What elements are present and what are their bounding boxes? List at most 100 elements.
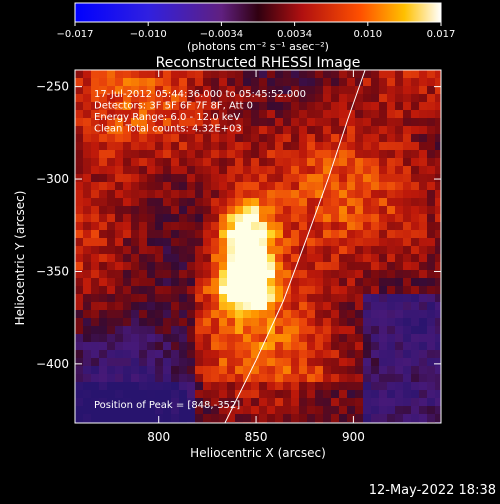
heatmap-cell [219,318,228,327]
heatmap-cell [243,142,252,151]
heatmap-cell [355,414,364,423]
heatmap-cell [331,166,340,175]
heatmap-cell [107,238,116,247]
heatmap-cell [307,262,316,271]
heatmap-cell [163,166,172,175]
heatmap-cell [187,110,196,119]
heatmap-cell [307,366,316,375]
heatmap-cell [283,334,292,343]
heatmap-cell [323,326,332,335]
heatmap-cell [83,238,92,247]
heatmap-cell [315,270,324,279]
heatmap-cell [419,190,428,199]
heatmap-cell [243,86,252,95]
heatmap-cell [347,326,356,335]
heatmap-cell [291,134,300,143]
x-axis-label: Heliocentric X (arcsec) [190,446,326,460]
heatmap-cell [275,406,284,415]
heatmap-cell [347,390,356,399]
heatmap-cell [171,374,180,383]
heatmap-cell [379,302,388,311]
heatmap-cell [267,222,276,231]
heatmap-cell [267,134,276,143]
heatmap-cell [347,78,356,87]
heatmap-cell [315,342,324,351]
heatmap-cell [211,366,220,375]
heatmap-cell [331,102,340,111]
heatmap-cell [267,382,276,391]
heatmap-cell [371,182,380,191]
heatmap-cell [347,310,356,319]
heatmap-cell [299,94,308,103]
heatmap-cell [235,118,244,127]
heatmap-cell [331,126,340,135]
heatmap-cell [411,366,420,375]
heatmap-cell [371,102,380,111]
heatmap-cell [315,182,324,191]
heatmap-cell [131,254,140,263]
heatmap-cell [139,326,148,335]
heatmap-cell [235,78,244,87]
heatmap-cell [211,294,220,303]
heatmap-cell [227,198,236,207]
heatmap-cell [403,86,412,95]
heatmap-cell [171,294,180,303]
heatmap-cell [115,310,124,319]
heatmap-cell [235,166,244,175]
heatmap-cell [115,110,124,119]
heatmap-cell [219,342,228,351]
heatmap-cell [403,246,412,255]
x-tick-label: 800 [147,430,170,444]
heatmap-cell [403,134,412,143]
heatmap-cell [75,246,84,255]
heatmap-cell [419,278,428,287]
annotation-line: 17-Jul-2012 05:44:36.000 to 05:45:52.000 [94,89,306,100]
heatmap-cell [179,206,188,215]
heatmap-cell [115,390,124,399]
heatmap-cell [427,398,436,407]
heatmap-cell [187,398,196,407]
heatmap-cell [203,110,212,119]
heatmap-cell [243,190,252,199]
heatmap-cell [323,206,332,215]
heatmap-cell [211,406,220,415]
heatmap-cell [123,182,132,191]
heatmap-cell [323,222,332,231]
heatmap-cell [307,270,316,279]
heatmap-cell [235,142,244,151]
heatmap-cell [107,326,116,335]
heatmap-cell [387,190,396,199]
heatmap-cell [91,286,100,295]
heatmap-cell [299,102,308,111]
heatmap-cell [411,214,420,223]
heatmap-cell [435,262,441,271]
heatmap-cell [347,198,356,207]
heatmap-cell [227,294,236,303]
heatmap-cell [83,142,92,151]
heatmap-cell [179,350,188,359]
heatmap-cell [347,342,356,351]
heatmap-cell [275,390,284,399]
heatmap-cell [363,398,372,407]
heatmap-cell [179,270,188,279]
heatmap-cell [275,334,284,343]
heatmap-cell [419,398,428,407]
heatmap-cell [379,406,388,415]
heatmap-cell [347,262,356,271]
heatmap-cell [403,414,412,423]
heatmap-cell [139,182,148,191]
heatmap-cell [363,326,372,335]
heatmap-cell [107,206,116,215]
heatmap-cell [435,294,441,303]
heatmap-cell [83,190,92,199]
heatmap-cell [411,318,420,327]
heatmap-cell [299,334,308,343]
heatmap-cell [323,134,332,143]
heatmap-cell [283,366,292,375]
heatmap-cell [123,118,132,127]
heatmap-cell [387,94,396,103]
info-annotations: 17-Jul-2012 05:44:36.000 to 05:45:52.000… [94,89,306,135]
heatmap-cell [275,214,284,223]
heatmap-cell [243,406,252,415]
heatmap-cell [99,318,108,327]
